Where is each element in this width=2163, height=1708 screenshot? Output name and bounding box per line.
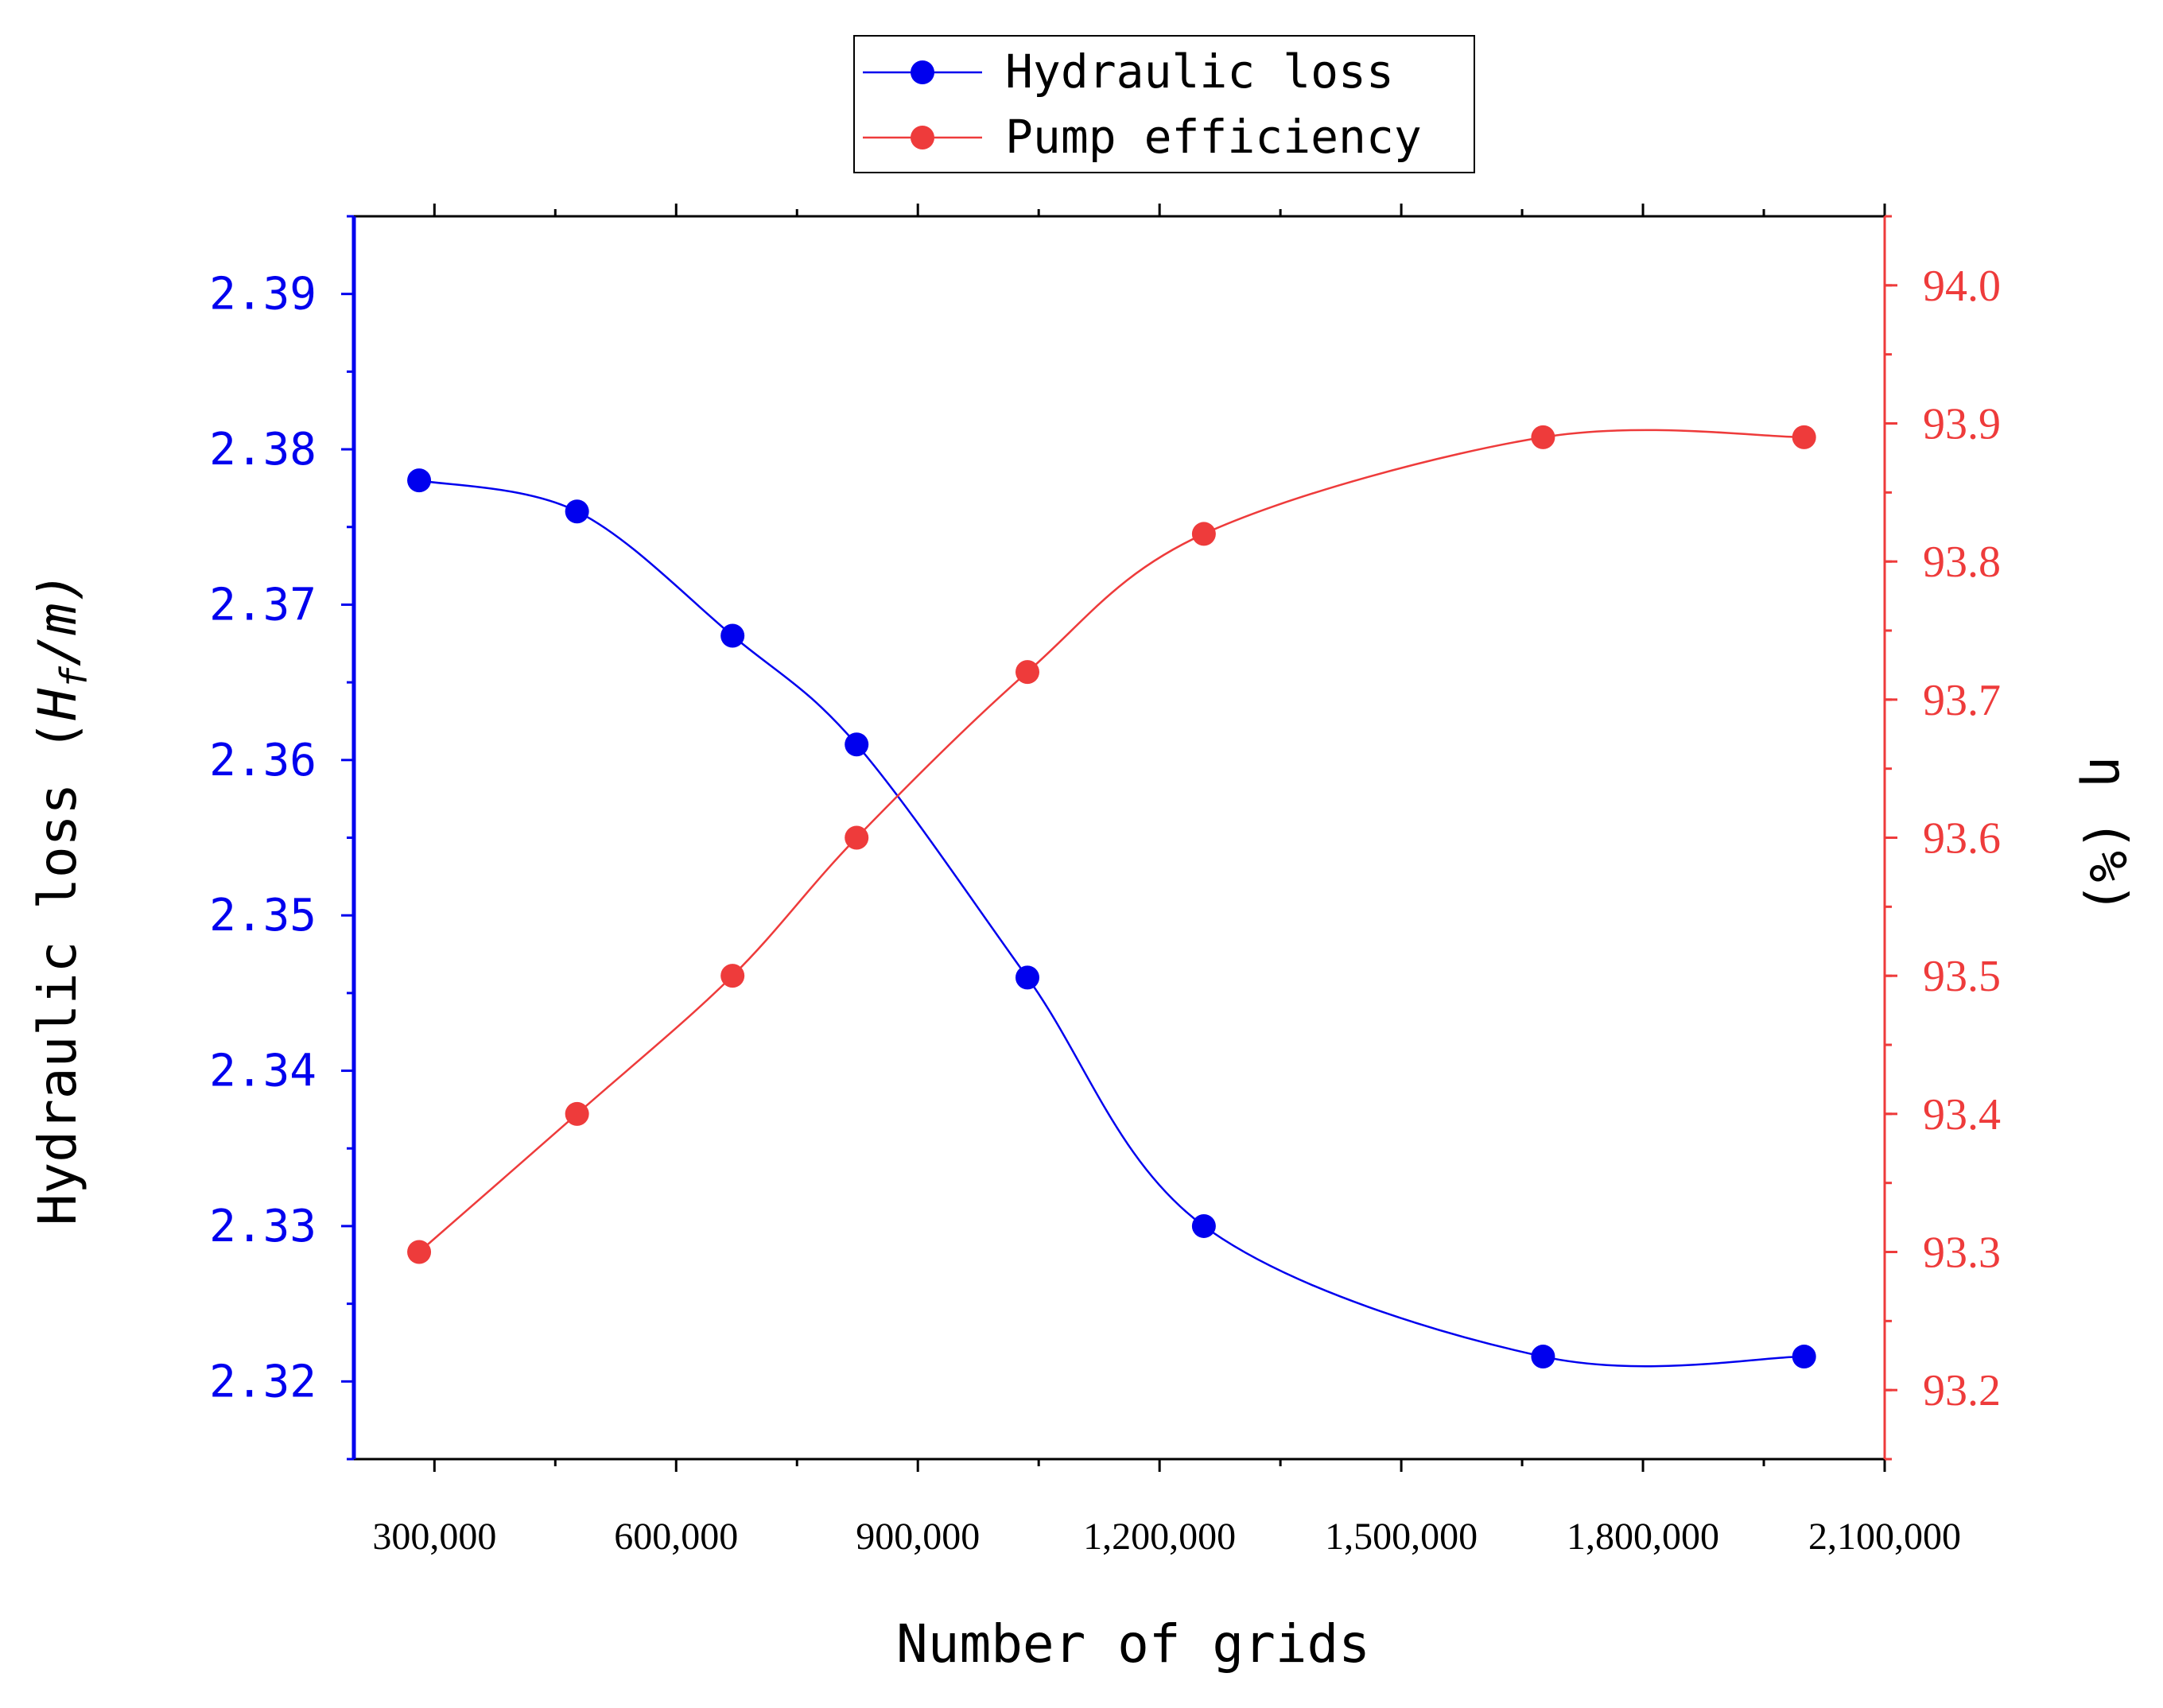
y-left-tick-label: 2.34: [209, 1046, 316, 1097]
series-line-hydraulic-loss: [418, 479, 1804, 1368]
x-tick-label: 600,000: [614, 1516, 738, 1558]
series-line-pump-efficiency: [418, 429, 1804, 1253]
left-y-axis-title-suffix: /m): [27, 572, 88, 666]
left-y-axis-title: Hydraulic loss (Hf/m): [27, 572, 95, 1225]
y-right-tick-label: 93.4: [1923, 1090, 2001, 1139]
x-ticks: 300,000 600,000 900,000 1,200,000 1,500,000 1…: [372, 204, 1961, 1558]
data-point-pump-efficiency: [565, 1101, 589, 1126]
series-layer: [407, 425, 1816, 1369]
data-point-pump-efficiency: [1792, 425, 1816, 449]
y-right-ticks: 93.2 93.3 93.4 93.5 93.6 93.7 93.8 93.9 94.0: [1885, 215, 2001, 1461]
y-right-tick-label: 93.5: [1923, 952, 2001, 1001]
data-point-hydraulic-loss: [407, 468, 432, 493]
left-y-axis-title-prefix: Hydraulic loss (: [27, 720, 88, 1225]
data-point-hydraulic-loss: [1531, 1345, 1555, 1369]
x-tick-label: 1,200,000: [1083, 1516, 1236, 1558]
data-point-hydraulic-loss: [1015, 965, 1039, 990]
data-point-hydraulic-loss: [1792, 1345, 1816, 1369]
y-right-tick-label: 93.6: [1923, 814, 2001, 864]
right-y-axis-title: η (%): [2077, 756, 2138, 914]
data-point-hydraulic-loss: [845, 732, 869, 757]
data-point-pump-efficiency: [1015, 660, 1039, 685]
data-point-hydraulic-loss: [565, 499, 589, 524]
legend: Hydraulic loss Pump efficiency: [853, 35, 1475, 173]
y-left-tick-label: 2.36: [209, 735, 316, 786]
legend-marker-pump-efficiency: [911, 126, 934, 149]
y-right-tick-label: 93.3: [1923, 1229, 2001, 1278]
y-right-tick-label: 94.0: [1923, 262, 2001, 311]
y-left-tick-label: 2.32: [209, 1356, 316, 1407]
y-left-tick-label: 2.38: [209, 424, 316, 476]
x-tick-label: 1,500,000: [1325, 1516, 1478, 1558]
legend-box: [853, 35, 1475, 173]
y-right-tick-label: 93.8: [1923, 538, 2001, 587]
data-point-hydraulic-loss: [720, 623, 745, 648]
left-y-axis-title-var: H: [27, 688, 88, 720]
x-axis-title: Number of grids: [896, 1613, 1370, 1675]
y-left-tick-label: 2.37: [209, 579, 316, 631]
y-right-tick-label: 93.2: [1923, 1366, 2001, 1415]
y-left-tick-label: 2.33: [209, 1201, 316, 1252]
x-tick-label: 1,800,000: [1567, 1516, 1719, 1558]
y-left-ticks: 2.32 2.33 2.34 2.35 2.36 2.37 2.38 2.39: [209, 215, 354, 1461]
y-right-tick-label: 93.7: [1923, 676, 2001, 725]
x-tick-label: 900,000: [856, 1516, 980, 1558]
y-left-tick-label: 2.35: [209, 890, 316, 941]
data-point-pump-efficiency: [845, 825, 869, 850]
data-point-pump-efficiency: [1191, 522, 1216, 546]
legend-label-pump-efficiency: Pump efficiency: [1005, 110, 1422, 164]
data-point-hydraulic-loss: [1191, 1213, 1216, 1238]
plot-frame: [351, 215, 1886, 1461]
x-tick-label: 300,000: [372, 1516, 496, 1558]
x-tick-label: 2,100,000: [1808, 1516, 1961, 1558]
data-point-pump-efficiency: [1531, 425, 1555, 449]
y-left-tick-label: 2.39: [209, 269, 316, 320]
data-point-pump-efficiency: [407, 1240, 432, 1264]
legend-label-hydraulic-loss: Hydraulic loss: [1005, 45, 1394, 99]
y-right-tick-label: 93.9: [1923, 400, 2001, 449]
legend-marker-hydraulic-loss: [911, 60, 934, 84]
left-y-axis-title-sub: f: [52, 666, 95, 689]
data-point-pump-efficiency: [720, 964, 745, 988]
